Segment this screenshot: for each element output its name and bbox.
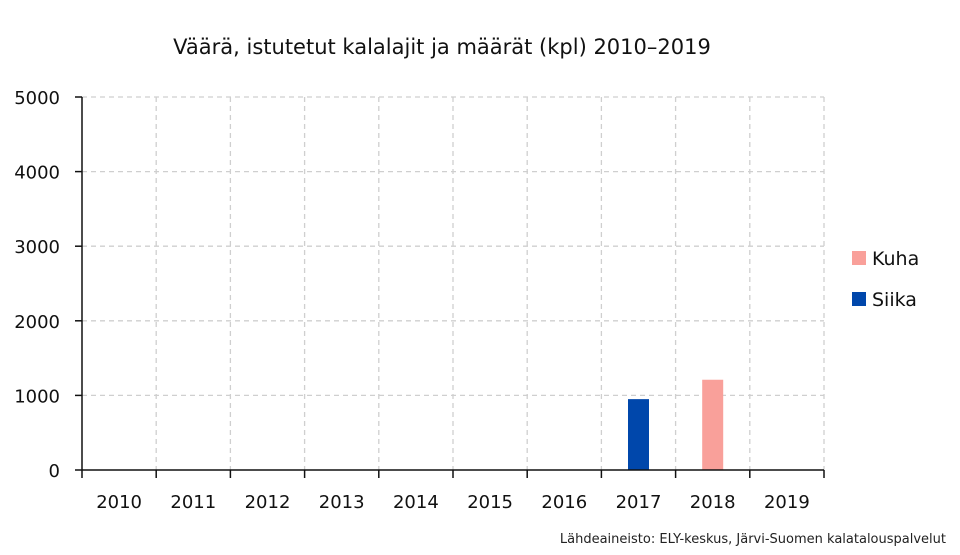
y-tick-label: 4000 — [14, 163, 60, 184]
x-tick-label: 2018 — [690, 492, 736, 513]
x-tick-label: 2013 — [319, 492, 365, 513]
source-note: Lähdeaineisto: ELY-keskus, Järvi-Suomen … — [560, 532, 946, 547]
legend: Kuha Siika — [852, 248, 919, 311]
x-tick-label: 2017 — [616, 492, 662, 513]
x-tick-label: 2014 — [393, 492, 439, 513]
x-tick-label: 2019 — [764, 492, 810, 513]
legend-label-siika: Siika — [872, 289, 917, 311]
chart-title: Väärä, istutetut kalalajit ja määrät (kp… — [173, 35, 711, 59]
legend-swatch-kuha — [852, 251, 866, 265]
grid — [82, 96, 825, 470]
y-tick-label: 1000 — [14, 386, 60, 407]
legend-swatch-siika — [852, 292, 866, 306]
y-tick-label: 5000 — [14, 88, 60, 109]
bar-siika-2017 — [628, 399, 649, 470]
x-tick-label: 2012 — [245, 492, 291, 513]
y-tick-label: 0 — [49, 461, 60, 482]
x-tick-label: 2011 — [170, 492, 216, 513]
x-tick-label: 2016 — [541, 492, 587, 513]
bars — [628, 379, 724, 470]
x-tick-labels: 2010 2011 2012 2013 2014 2015 2016 2017 2018 2019 — [96, 492, 810, 513]
x-tick-label: 2010 — [96, 492, 142, 513]
y-tick-label: 2000 — [14, 312, 60, 333]
x-tick-label: 2015 — [467, 492, 513, 513]
y-tick-label: 3000 — [14, 237, 60, 258]
y-tick-labels: 0 1000 2000 3000 4000 5000 — [14, 88, 60, 482]
legend-label-kuha: Kuha — [872, 248, 919, 270]
bar-kuha-2018 — [702, 379, 724, 470]
axes — [75, 96, 825, 478]
